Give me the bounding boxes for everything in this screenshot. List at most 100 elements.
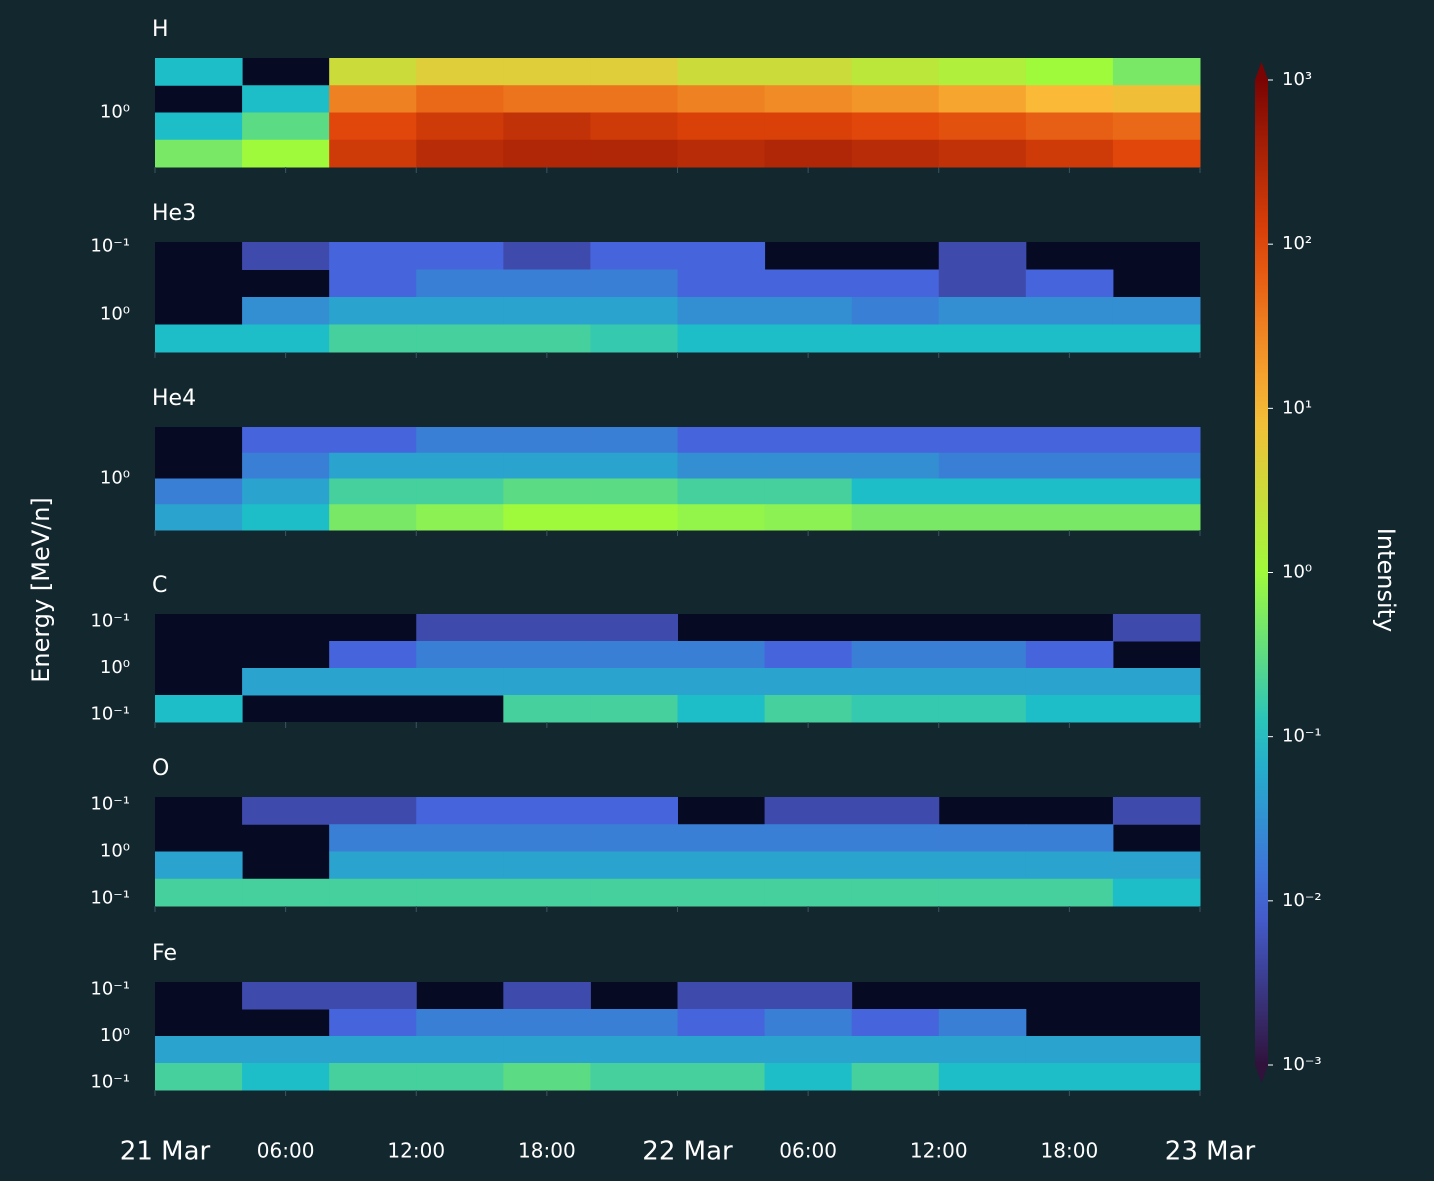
- heatmap-cell: [1026, 852, 1114, 880]
- panel-title: O: [152, 756, 169, 781]
- heatmap-cell: [1113, 453, 1201, 479]
- heatmap-cell: [590, 824, 678, 852]
- heatmap-cell: [590, 297, 678, 325]
- heatmap-cell: [242, 297, 330, 325]
- heatmap-cell: [590, 453, 678, 479]
- heatmap-cell: [765, 824, 853, 852]
- heatmap-cell: [155, 879, 243, 907]
- heatmap-cell: [852, 824, 940, 852]
- heatmap-cell: [155, 113, 243, 141]
- heatmap-cell: [1113, 852, 1201, 880]
- heatmap-cell: [939, 668, 1027, 696]
- heatmap-cell: [678, 1009, 766, 1037]
- heatmap-cell: [765, 668, 853, 696]
- heatmap-cell: [1026, 824, 1114, 852]
- heatmap-cell: [416, 1009, 504, 1037]
- panel-title: C: [152, 573, 167, 598]
- heatmap-cell: [590, 58, 678, 86]
- heatmap-cell: [1113, 427, 1201, 453]
- heatmap-cell: [852, 297, 940, 325]
- heatmap-cell: [765, 982, 853, 1010]
- heatmap-cell: [329, 504, 417, 530]
- heatmap-cell: [416, 504, 504, 530]
- heatmap-cell: [242, 1063, 330, 1091]
- colorbar-tick-label: 10⁰: [1282, 562, 1312, 583]
- heatmap-cell: [1026, 113, 1114, 141]
- heatmap-cell: [1113, 879, 1201, 907]
- heatmap-cell: [329, 270, 417, 298]
- heatmap-cell: [1113, 297, 1201, 325]
- y-tick-label: 10⁻¹: [90, 979, 130, 1000]
- heatmap-cell: [329, 242, 417, 270]
- heatmap-cell: [503, 58, 591, 86]
- heatmap-cell: [503, 695, 591, 723]
- x-tick-label: 12:00: [387, 1139, 445, 1163]
- x-tick-label: 23 Mar: [1165, 1137, 1256, 1167]
- heatmap-cell: [242, 325, 330, 353]
- heatmap-cell: [590, 242, 678, 270]
- x-tick-label: 18:00: [1041, 1139, 1099, 1163]
- heatmap-cell: [852, 85, 940, 113]
- y-tick-label: 10⁻¹: [90, 1071, 130, 1092]
- heatmap-cell: [155, 852, 243, 880]
- heatmap-cell: [1026, 695, 1114, 723]
- heatmap-cell: [329, 1063, 417, 1091]
- heatmap-cell: [416, 641, 504, 669]
- heatmap-cell: [155, 140, 243, 168]
- heatmap-cell: [503, 270, 591, 298]
- heatmap-cell: [1113, 479, 1201, 505]
- heatmap-cell: [416, 297, 504, 325]
- heatmap-cell: [1113, 614, 1201, 642]
- heatmap-cell: [852, 879, 940, 907]
- y-tick-label: 10⁰: [100, 657, 130, 678]
- heatmap-cell: [939, 479, 1027, 505]
- heatmap-cell: [1113, 1063, 1201, 1091]
- heatmap-cell: [939, 453, 1027, 479]
- heatmap-cell: [329, 479, 417, 505]
- heatmap-cell: [590, 797, 678, 825]
- heatmap-cell: [852, 325, 940, 353]
- heatmap-cell: [503, 85, 591, 113]
- heatmap-cell: [678, 140, 766, 168]
- heatmap-cell: [242, 427, 330, 453]
- heatmap-cell: [590, 852, 678, 880]
- heatmap-cell: [503, 504, 591, 530]
- heatmap-cell: [1026, 668, 1114, 696]
- heatmap-cell: [678, 504, 766, 530]
- heatmap-cell: [503, 242, 591, 270]
- page: {"chart_data": { "type": "heatmap", "yla…: [0, 0, 1434, 1181]
- heatmap-cell: [329, 641, 417, 669]
- heatmap-cell: [590, 614, 678, 642]
- heatmap-cell: [1113, 140, 1201, 168]
- heatmap-cell: [242, 797, 330, 825]
- heatmap-cell: [852, 641, 940, 669]
- heatmap-cell: [765, 852, 853, 880]
- heatmap-cell: [590, 479, 678, 505]
- heatmap-cell: [329, 113, 417, 141]
- heatmap-cell: [678, 824, 766, 852]
- heatmap-cell: [416, 852, 504, 880]
- heatmap-cell: [765, 453, 853, 479]
- heatmap-cell: [590, 325, 678, 353]
- heatmap-cell: [242, 113, 330, 141]
- heatmap-cell: [765, 695, 853, 723]
- x-tick-label: 22 Mar: [642, 1137, 733, 1167]
- heatmap-cell: [765, 797, 853, 825]
- colorbar-label: Intensity: [1372, 528, 1400, 632]
- heatmap-cell: [852, 453, 940, 479]
- heatmap-cell: [1113, 58, 1201, 86]
- heatmap-cell: [678, 85, 766, 113]
- heatmap-cell: [765, 325, 853, 353]
- heatmap-cell: [939, 641, 1027, 669]
- x-tick-label: 06:00: [779, 1139, 837, 1163]
- heatmap-cell: [329, 1036, 417, 1064]
- heatmap-cell: [852, 1063, 940, 1091]
- heatmap-cell: [678, 270, 766, 298]
- heatmap-cell: [678, 427, 766, 453]
- heatmap-cell: [242, 504, 330, 530]
- y-tick-label: 10⁰: [100, 102, 130, 123]
- heatmap-cell: [765, 85, 853, 113]
- heatmap-cell: [1113, 797, 1201, 825]
- heatmap-cell: [416, 427, 504, 453]
- heatmap-cell: [939, 1009, 1027, 1037]
